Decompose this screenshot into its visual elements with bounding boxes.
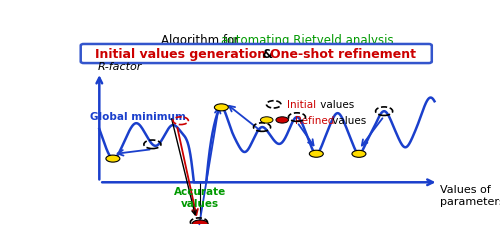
- Circle shape: [192, 220, 208, 228]
- Text: One-shot refinement: One-shot refinement: [270, 48, 416, 61]
- FancyBboxPatch shape: [80, 45, 432, 64]
- Circle shape: [310, 151, 324, 158]
- Circle shape: [260, 117, 273, 124]
- Circle shape: [276, 117, 288, 124]
- Text: R-factor: R-factor: [98, 62, 142, 72]
- Text: Global minimum: Global minimum: [90, 112, 186, 121]
- Text: Repeat: Repeat: [229, 44, 283, 59]
- Text: Algorithm for: Algorithm for: [162, 34, 243, 47]
- Text: Initial values generation: Initial values generation: [96, 48, 266, 61]
- Text: Accurate
values: Accurate values: [174, 186, 226, 208]
- Circle shape: [106, 155, 120, 163]
- Text: values: values: [328, 115, 366, 125]
- Text: Refined: Refined: [295, 115, 335, 125]
- Text: Values of
parameters: Values of parameters: [440, 184, 500, 206]
- Circle shape: [352, 151, 366, 158]
- Text: Initial: Initial: [287, 100, 316, 110]
- Circle shape: [214, 104, 228, 111]
- Text: values: values: [317, 100, 354, 110]
- Text: automating Rietveld analysis: automating Rietveld analysis: [222, 34, 394, 47]
- Text: &: &: [258, 48, 278, 61]
